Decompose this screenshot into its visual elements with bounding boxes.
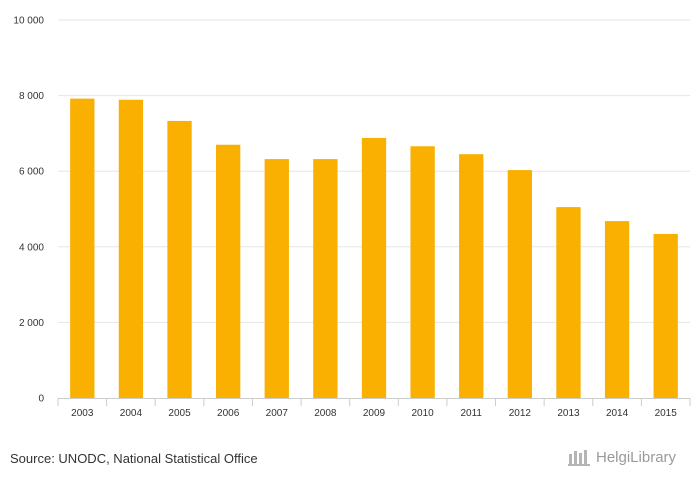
x-tick-label: 2012 xyxy=(509,408,532,419)
x-tick-label: 2014 xyxy=(606,408,629,419)
x-tick-label: 2006 xyxy=(217,408,240,419)
source-note: Source: UNODC, National Statistical Offi… xyxy=(10,451,258,466)
bar xyxy=(604,221,630,398)
y-tick-label: 2 000 xyxy=(19,318,44,329)
bar xyxy=(507,170,532,398)
bar xyxy=(556,207,581,398)
x-tick-label: 2005 xyxy=(168,408,191,419)
x-tick-label: 2011 xyxy=(460,408,482,419)
y-tick-label: 0 xyxy=(38,394,44,405)
bar xyxy=(264,159,289,398)
bar xyxy=(459,154,484,398)
x-tick-label: 2010 xyxy=(411,408,434,419)
bar xyxy=(653,233,678,398)
x-tick-label: 2007 xyxy=(266,408,289,419)
bar xyxy=(410,146,435,398)
x-tick-label: 2013 xyxy=(557,408,580,419)
x-tick-labels: 2003 2004 2005 2006 2007 2008 2009 2010 2011 2012… xyxy=(71,408,677,419)
x-tick-label: 2015 xyxy=(655,408,678,419)
y-tick-label: 10 000 xyxy=(13,16,44,27)
library-icon xyxy=(568,450,590,466)
x-tick-label: 2009 xyxy=(363,408,386,419)
bars xyxy=(70,98,678,399)
bar xyxy=(70,98,95,399)
brand-logo: HelgiLibrary xyxy=(568,448,676,466)
x-tick-label: 2004 xyxy=(120,408,143,419)
y-tick-label: 4 000 xyxy=(19,242,44,253)
bar xyxy=(216,144,241,398)
brand-name: HelgiLibrary xyxy=(596,448,677,466)
x-tick-label: 2008 xyxy=(314,408,337,419)
bar xyxy=(313,159,338,398)
x-tick-label: 2003 xyxy=(71,408,94,419)
bar xyxy=(118,99,144,399)
bar xyxy=(167,120,192,399)
y-tick-label: 6 000 xyxy=(19,167,44,178)
bar xyxy=(361,137,387,398)
y-tick-labels: 0 2 000 4 000 6 000 8 000 10 000 xyxy=(13,16,44,405)
axes xyxy=(57,398,691,406)
y-tick-label: 8 000 xyxy=(19,91,44,102)
